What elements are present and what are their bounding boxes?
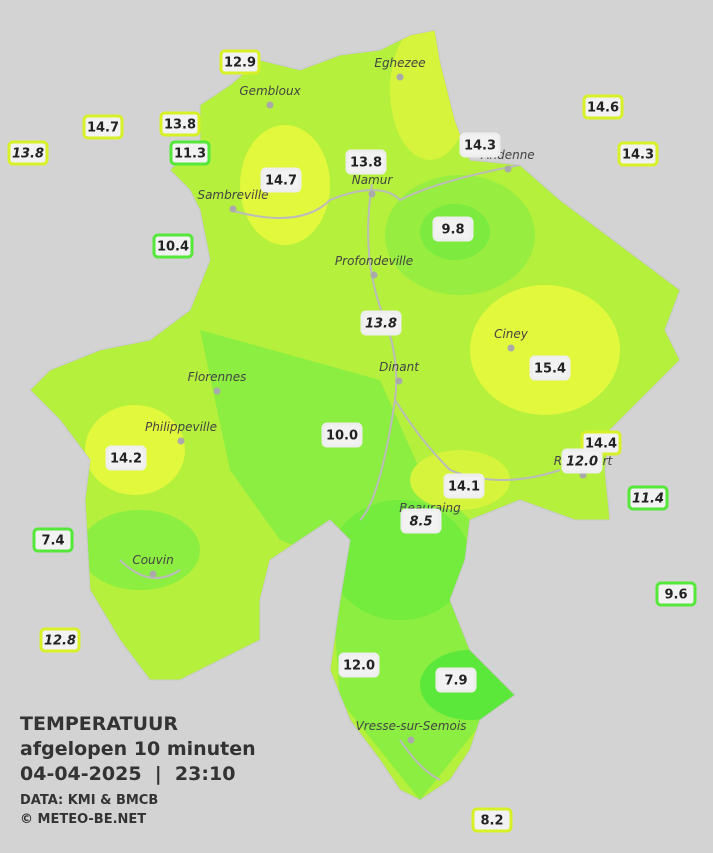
- station-box: [159, 111, 201, 137]
- station-value: 14.2: [110, 452, 142, 467]
- station-value: 14.3: [464, 139, 496, 154]
- station-value: 13.8: [365, 317, 397, 332]
- city-label: Vresse-sur-Semois: [356, 719, 467, 733]
- city-dot: [368, 190, 376, 198]
- station-value: 7.9: [444, 674, 467, 689]
- station-box: [169, 140, 211, 166]
- station-box: [443, 473, 485, 499]
- station-box: [561, 448, 603, 474]
- city-dot: [177, 437, 185, 445]
- station-value: 14.7: [265, 174, 297, 189]
- credit: © METEO-BE.NET: [20, 812, 146, 827]
- station-value: 14.3: [622, 148, 654, 163]
- station-value: 14.4: [585, 437, 617, 452]
- station-value: 13.8: [12, 147, 44, 162]
- station-box: [655, 581, 697, 607]
- station-value: 7.4: [41, 534, 64, 549]
- city-dot: [396, 73, 404, 81]
- city-label: Eghezee: [374, 56, 425, 70]
- station-value: 14.6: [587, 101, 619, 116]
- city-label: Dinant: [379, 360, 420, 374]
- city-label: Gembloux: [239, 84, 301, 98]
- city-label: Couvin: [132, 553, 173, 567]
- city-dot: [213, 387, 221, 395]
- station-box: [105, 445, 147, 471]
- city-dot: [507, 344, 515, 352]
- station-value: 14.1: [448, 480, 480, 495]
- station-value: 12.0: [343, 659, 375, 674]
- station-box: [39, 627, 81, 653]
- station-box: [7, 140, 49, 166]
- station-box: [435, 667, 477, 693]
- city-dot: [370, 271, 378, 279]
- source: DATA: KMI & BMCB: [20, 793, 158, 808]
- city-dot: [149, 570, 157, 578]
- station-value: 9.6: [664, 588, 687, 603]
- station-box: [32, 527, 74, 553]
- datetime: 04-04-2025 | 23:10: [20, 763, 235, 785]
- station-value: 14.7: [87, 121, 119, 136]
- station-value: 8.2: [480, 814, 503, 829]
- station-value: 10.4: [157, 240, 189, 255]
- city-label: Ciney: [494, 327, 529, 341]
- station-value: 8.5: [409, 515, 432, 530]
- station-value: 12.9: [224, 56, 256, 71]
- station-value: 13.8: [164, 118, 196, 133]
- city-label: Namur: [352, 173, 394, 187]
- station-value: 10.0: [326, 429, 358, 444]
- station-box: [529, 355, 571, 381]
- station-box: [338, 652, 380, 678]
- city-label: Philippeville: [145, 420, 217, 434]
- city-dot: [229, 205, 237, 213]
- station-box: [360, 310, 402, 336]
- city-label: Sambreville: [197, 188, 268, 202]
- station-value: 12.0: [566, 455, 598, 470]
- title: TEMPERATUUR: [20, 713, 178, 735]
- station-box: [345, 149, 387, 175]
- station-value: 11.4: [632, 492, 664, 507]
- station-box: [400, 508, 442, 534]
- city-dot: [395, 377, 403, 385]
- station-value: 9.8: [441, 223, 464, 238]
- station-box: [152, 233, 194, 259]
- station-value: 13.8: [350, 156, 382, 171]
- station-value: 11.3: [174, 147, 206, 162]
- station-box: [582, 94, 624, 120]
- station-box: [321, 422, 363, 448]
- station-box: [219, 49, 261, 75]
- station-value: 12.8: [44, 634, 76, 649]
- station-box: [627, 485, 669, 511]
- city-dot: [407, 736, 415, 744]
- subtitle: afgelopen 10 minuten: [20, 738, 256, 760]
- station-box: [471, 807, 513, 833]
- station-box: [617, 141, 659, 167]
- city-label: Florennes: [188, 370, 247, 384]
- station-box: [260, 167, 302, 193]
- city-dot: [504, 165, 512, 173]
- station-box: [82, 114, 124, 140]
- station-box: [432, 216, 474, 242]
- station-value: 15.4: [534, 362, 566, 377]
- station-box: [459, 132, 501, 158]
- city-dot: [266, 101, 274, 109]
- city-label: Profondeville: [335, 254, 413, 268]
